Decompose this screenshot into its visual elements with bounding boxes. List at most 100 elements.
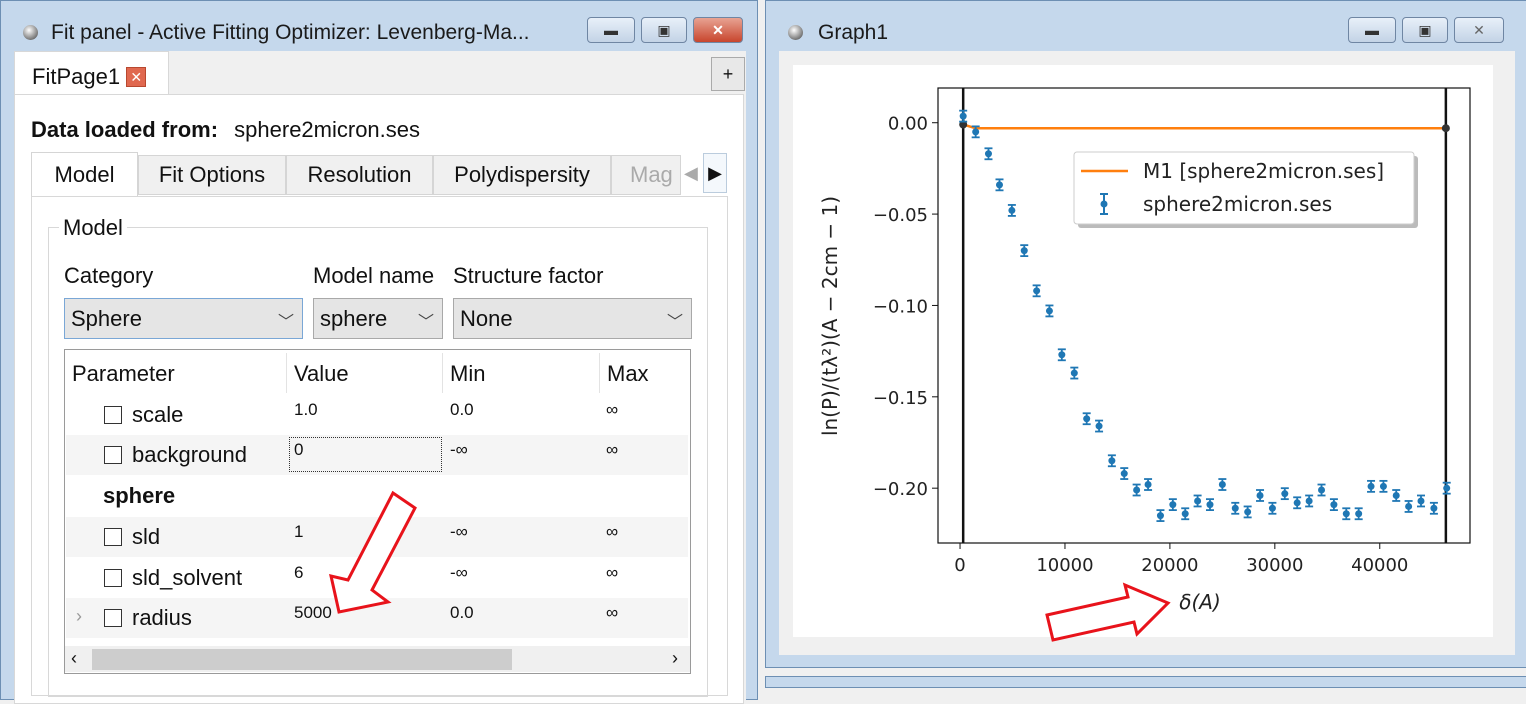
- column-divider: [286, 353, 287, 393]
- graph-title: Graph1: [818, 21, 889, 44]
- param-min[interactable]: -∞: [450, 563, 468, 582]
- data-point: [1318, 486, 1326, 494]
- tab-magnetism[interactable]: Mag: [611, 155, 681, 195]
- data-point: [972, 128, 980, 136]
- data-point: [1020, 247, 1028, 255]
- maximize-button[interactable]: ▣: [1402, 17, 1448, 43]
- data-point: [1367, 482, 1375, 490]
- page-tab-label: FitPage1: [32, 64, 121, 89]
- param-min[interactable]: -∞: [450, 440, 468, 459]
- close-tab-icon[interactable]: ✕: [126, 67, 147, 87]
- y-tick-label: 0.00: [888, 114, 928, 135]
- structure-factor-select[interactable]: None ﹀: [453, 298, 692, 339]
- x-axis-label: δ(A): [1179, 590, 1221, 614]
- lower-window-edge: [765, 676, 1526, 688]
- maximize-button[interactable]: ▣: [641, 17, 687, 43]
- column-header-max[interactable]: Max: [607, 361, 649, 386]
- param-name: sld_solvent: [132, 565, 243, 590]
- param-name: sld: [132, 524, 161, 549]
- data-point: [1045, 307, 1053, 315]
- section-label: sphere: [103, 483, 176, 508]
- window-orb-icon: [23, 25, 38, 40]
- fit-checkbox[interactable]: [104, 528, 122, 546]
- plot-frame: [937, 87, 1471, 544]
- close-button[interactable]: ✕: [1454, 17, 1504, 43]
- param-max[interactable]: ∞: [606, 440, 619, 459]
- param-value[interactable]: 6: [294, 563, 304, 582]
- x-tick-label: 20000: [1141, 555, 1198, 576]
- tab-model[interactable]: Model: [31, 152, 138, 197]
- column-divider: [442, 353, 443, 393]
- scroll-left-icon[interactable]: ‹: [71, 648, 77, 668]
- data-point: [1169, 501, 1177, 509]
- data-point: [1417, 497, 1425, 505]
- close-button[interactable]: ✕: [693, 17, 743, 43]
- table-row[interactable]: sld_solvent 6 -∞ ∞: [66, 558, 688, 598]
- data-point: [1379, 482, 1387, 490]
- column-header-value[interactable]: Value: [294, 361, 349, 386]
- data-point: [1206, 501, 1214, 509]
- category-label: Category: [64, 263, 154, 288]
- table-row[interactable]: background 0 -∞ ∞: [66, 435, 688, 475]
- tab-fit-options[interactable]: Fit Options: [138, 155, 286, 195]
- param-value[interactable]: 5000: [294, 603, 332, 622]
- param-value[interactable]: 1: [294, 522, 304, 541]
- data-point: [1120, 470, 1128, 478]
- data-point: [1355, 510, 1363, 518]
- y-tick-label: −0.10: [873, 296, 928, 317]
- data-point: [984, 150, 992, 158]
- fit-checkbox[interactable]: [104, 609, 122, 627]
- data-point: [1083, 415, 1091, 423]
- param-min[interactable]: -∞: [450, 522, 468, 541]
- data-point: [1156, 512, 1164, 520]
- fit-checkbox[interactable]: [104, 569, 122, 587]
- param-min[interactable]: 0.0: [450, 603, 474, 622]
- x-tick-label: 30000: [1246, 555, 1303, 576]
- legend-entry-model: M1 [sphere2micron.ses]: [1143, 159, 1384, 183]
- y-tick-label: −0.15: [873, 388, 928, 409]
- data-point: [1070, 369, 1078, 377]
- chart-background: [793, 65, 1493, 637]
- data-point: [1058, 351, 1066, 359]
- fit-checkbox[interactable]: [104, 406, 122, 424]
- column-header-parameter[interactable]: Parameter: [72, 361, 175, 386]
- data-point: [1108, 457, 1116, 465]
- data-point: [1144, 481, 1152, 489]
- param-max[interactable]: ∞: [606, 522, 619, 541]
- tab-polydispersity[interactable]: Polydispersity: [433, 155, 611, 195]
- minimize-button[interactable]: ▬: [587, 17, 635, 43]
- category-select[interactable]: Sphere ﹀: [64, 298, 303, 339]
- param-value[interactable]: 1.0: [294, 400, 318, 419]
- param-min[interactable]: 0.0: [450, 400, 474, 419]
- column-divider: [599, 353, 600, 393]
- fit-checkbox[interactable]: [104, 446, 122, 464]
- column-header-min[interactable]: Min: [450, 361, 486, 386]
- data-point: [1231, 504, 1239, 512]
- data-point: [1244, 508, 1252, 516]
- add-page-button[interactable]: +: [711, 57, 745, 91]
- table-row[interactable]: sld 1 -∞ ∞: [66, 517, 688, 557]
- window-title: Fit panel - Active Fitting Optimizer: Le…: [51, 21, 530, 44]
- table-row[interactable]: › radius 5000 0.0 ∞: [66, 598, 688, 638]
- scroll-right-icon[interactable]: ›: [672, 648, 678, 668]
- data-point: [1305, 497, 1313, 505]
- param-max[interactable]: ∞: [606, 603, 619, 622]
- minimize-button[interactable]: ▬: [1348, 17, 1396, 43]
- expand-chevron-icon[interactable]: ›: [76, 606, 82, 626]
- param-name: background: [132, 442, 247, 467]
- model-name-select[interactable]: sphere ﹀: [313, 298, 443, 339]
- horizontal-scrollbar[interactable]: ‹ ›: [65, 646, 690, 672]
- tab-resolution[interactable]: Resolution: [286, 155, 433, 195]
- scrollbar-thumb[interactable]: [92, 649, 512, 670]
- chevron-down-icon: ﹀: [417, 314, 434, 331]
- param-value-editor[interactable]: 0: [289, 437, 442, 472]
- tab-scroll-left-icon[interactable]: ◀: [684, 163, 698, 183]
- legend-entry-data: sphere2micron.ses: [1143, 192, 1332, 216]
- param-max[interactable]: ∞: [606, 400, 619, 419]
- param-name: scale: [132, 402, 184, 427]
- tab-scroll-right-icon[interactable]: ▶: [703, 153, 727, 193]
- page-tab-fitpage1[interactable]: FitPage1 ✕: [14, 51, 169, 95]
- param-name: radius: [132, 605, 192, 630]
- table-row[interactable]: scale 1.0 0.0 ∞: [66, 395, 688, 435]
- param-max[interactable]: ∞: [606, 563, 619, 582]
